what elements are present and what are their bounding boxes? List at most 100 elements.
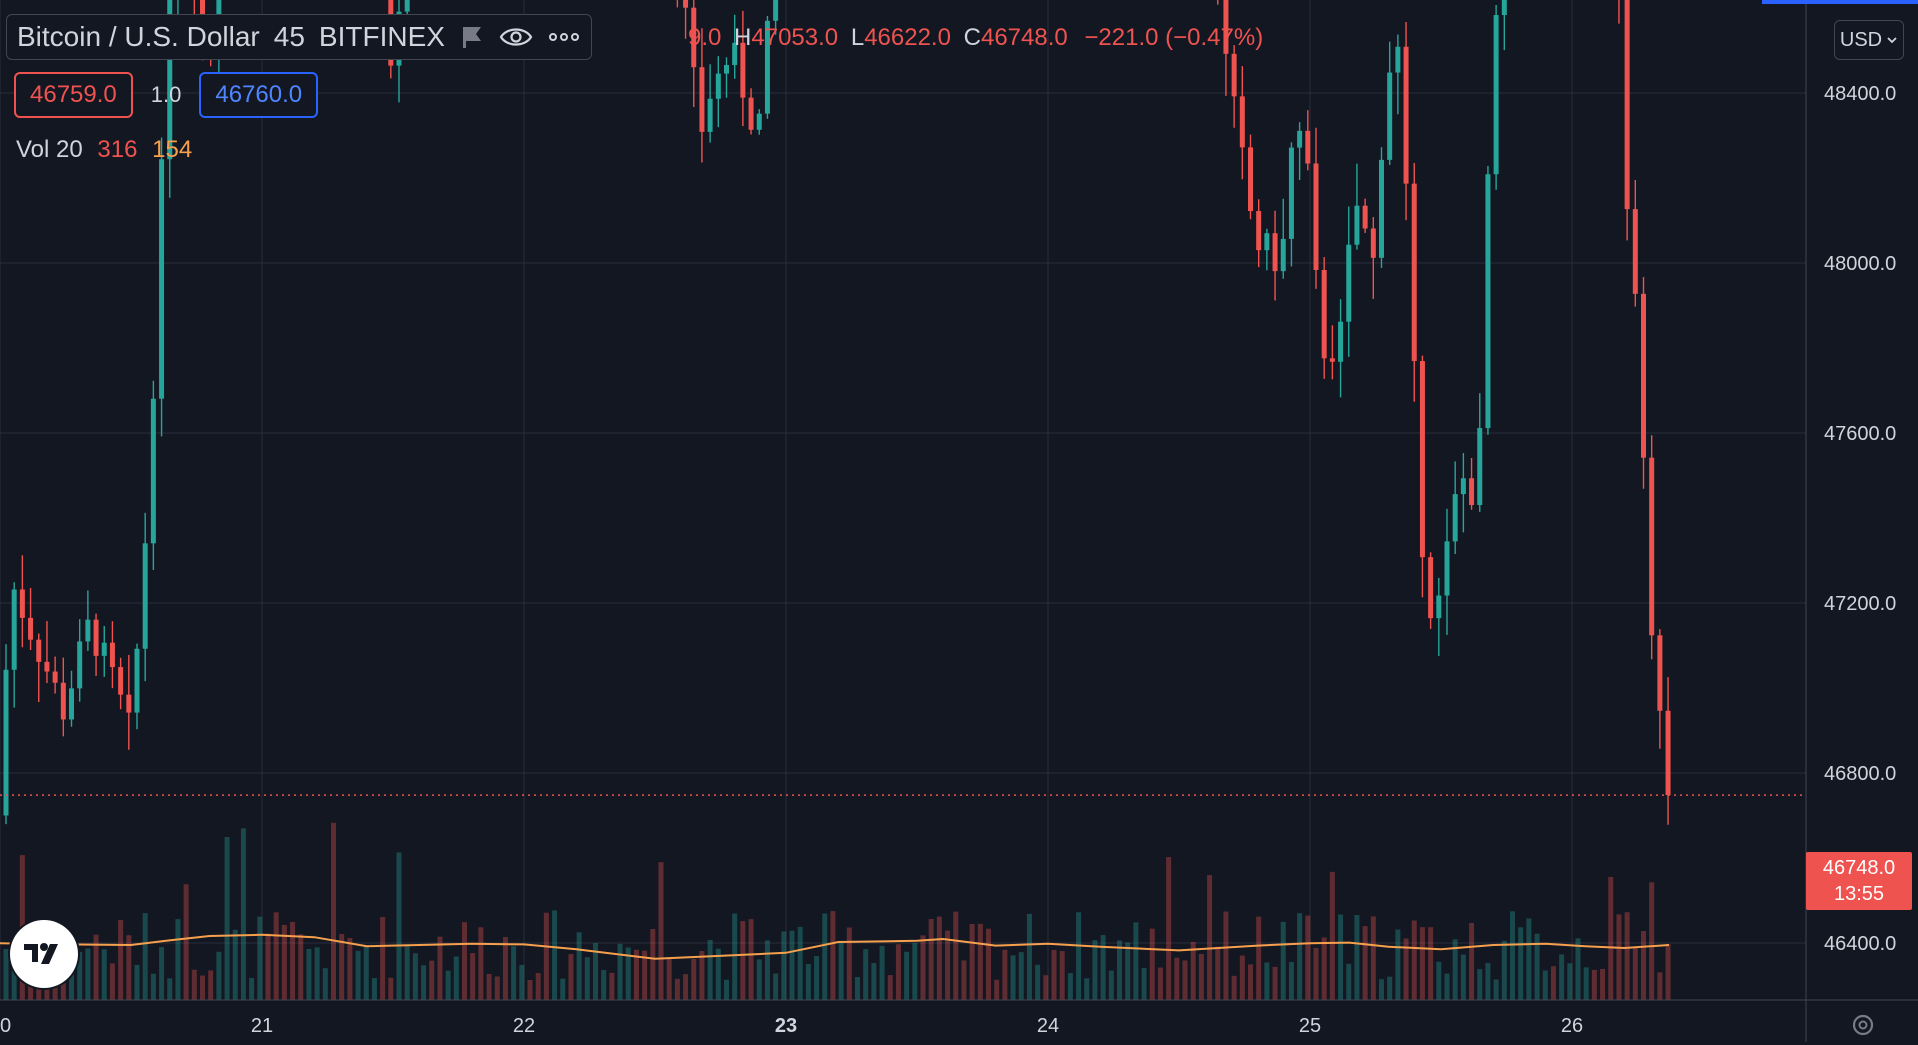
- volume-bar: [191, 969, 197, 1000]
- volume-bar: [249, 977, 255, 1000]
- gear-icon[interactable]: [1848, 1010, 1878, 1040]
- candle-body: [167, 0, 173, 160]
- volume-bar: [1108, 970, 1114, 1000]
- volume-bar: [511, 946, 517, 1000]
- volume-bar: [1403, 938, 1409, 1000]
- candle-body: [93, 619, 99, 656]
- volume-bar: [1362, 926, 1368, 1000]
- volume-bar: [1305, 915, 1311, 1000]
- volume-bar: [994, 979, 1000, 1000]
- volume-bar: [666, 957, 672, 1000]
- volume-bar: [1354, 915, 1360, 1000]
- bar-countdown: 13:55: [1833, 883, 1885, 905]
- exchange-label[interactable]: BITFINEX: [318, 21, 445, 52]
- eye-icon[interactable]: [499, 24, 533, 50]
- volume-bar: [1231, 975, 1237, 1000]
- volume-bar: [977, 923, 983, 1000]
- candle-body: [756, 113, 762, 130]
- more-dots-icon[interactable]: [547, 24, 581, 50]
- volume-bar: [257, 916, 263, 1000]
- flag-icon[interactable]: [459, 24, 485, 50]
- candle-body: [1321, 270, 1327, 359]
- candle-body: [134, 648, 140, 713]
- volume-bar: [707, 939, 713, 1000]
- volume-bar: [1600, 968, 1606, 1000]
- candle-body: [1428, 557, 1434, 619]
- volume-bar: [609, 972, 615, 1000]
- sell-button[interactable]: 46759.0: [14, 72, 133, 118]
- candle-body: [101, 642, 107, 656]
- candle-body: [1264, 233, 1270, 251]
- volume-bar: [396, 852, 402, 1000]
- y-tick-label: 48000.0: [1824, 253, 1896, 275]
- volume-bar: [1018, 952, 1024, 1000]
- volume-bar: [1256, 916, 1262, 1000]
- volume-bar: [1665, 943, 1671, 1000]
- y-tick-label: 46800.0: [1824, 763, 1896, 785]
- symbol-title[interactable]: Bitcoin / U.S. Dollar: [17, 21, 260, 52]
- volume-bar: [568, 954, 574, 1000]
- volume-legend[interactable]: Vol 20 316 154: [16, 136, 192, 164]
- volume-bar: [421, 965, 427, 1000]
- candle-body: [85, 619, 91, 642]
- volume-bar: [494, 976, 500, 1000]
- y-tick-label: 47600.0: [1824, 423, 1896, 445]
- volume-bar: [543, 912, 549, 1000]
- candle-body: [1387, 72, 1393, 160]
- volume-bar: [1387, 976, 1393, 1000]
- symbol-legend[interactable]: Bitcoin / U.S. Dollar 45 BITFINEX: [6, 14, 592, 60]
- volume-bar: [986, 928, 991, 1000]
- candle-body: [1395, 46, 1401, 73]
- volume-bar: [527, 979, 533, 1000]
- volume-bar: [1026, 913, 1032, 1000]
- volume-bar: [1518, 927, 1524, 1000]
- volume-bar: [1346, 963, 1352, 1000]
- volume-bar: [322, 968, 328, 1000]
- candle-body: [773, 0, 779, 21]
- chevron-down-icon: [1886, 29, 1898, 52]
- volume-bar: [150, 973, 156, 1000]
- volume-bar: [1608, 876, 1614, 1000]
- last-price-tag: 46748.0 13:55: [1806, 852, 1912, 910]
- volume-bar: [1460, 954, 1466, 1000]
- volume-bar: [1215, 946, 1221, 1000]
- volume-bar: [576, 932, 582, 1000]
- volume-bar: [339, 933, 345, 1000]
- volume-bar: [331, 822, 336, 1000]
- candle-body: [44, 661, 50, 672]
- volume-bar: [1125, 942, 1131, 1000]
- tradingview-logo-icon[interactable]: [10, 920, 78, 988]
- volume-bar: [1067, 973, 1073, 1000]
- candle-body: [1452, 494, 1458, 542]
- volume-bar: [1395, 929, 1401, 1000]
- volume-bar: [1501, 940, 1507, 1000]
- volume-bar: [142, 913, 148, 1000]
- currency-dropdown[interactable]: USD: [1834, 20, 1904, 60]
- volume-bar: [183, 884, 189, 1000]
- interval-label[interactable]: 45: [273, 21, 305, 52]
- volume-bar: [625, 947, 631, 1000]
- volume-bar: [355, 950, 361, 1000]
- buy-button[interactable]: 46760.0: [199, 72, 319, 118]
- candle-body: [1665, 710, 1671, 796]
- candle-body: [683, 0, 689, 8]
- candle-body: [1436, 595, 1442, 619]
- volume-bar: [347, 938, 353, 1000]
- volume-bar: [1550, 966, 1556, 1000]
- candle-body: [159, 159, 165, 399]
- candle-body: [1403, 46, 1409, 184]
- candle-body: [1239, 96, 1245, 148]
- volume-bar: [1239, 955, 1245, 1000]
- x-tick-label: 22: [513, 1015, 535, 1037]
- candle-body: [1469, 478, 1475, 506]
- volume-bar: [1575, 938, 1581, 1000]
- volume-bar: [1149, 928, 1155, 1000]
- volume-bar: [1477, 969, 1483, 1000]
- candle-body: [1370, 228, 1376, 258]
- volume-bar: [1076, 912, 1082, 1000]
- volume-bar: [1583, 967, 1589, 1000]
- volume-bar: [445, 970, 451, 1000]
- volume-bar: [871, 963, 877, 1000]
- volume-bar: [724, 979, 729, 1000]
